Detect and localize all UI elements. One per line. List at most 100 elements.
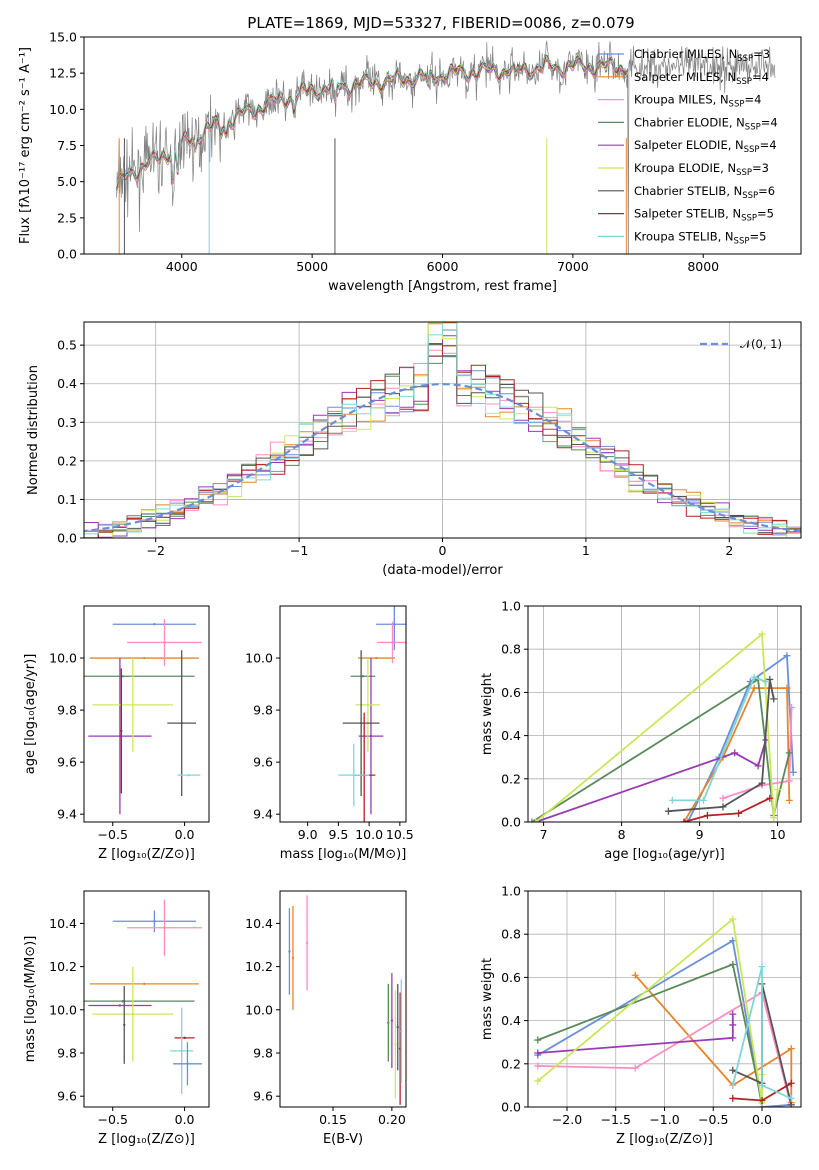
y-axis-label: Normed distribution [26, 365, 41, 495]
y-tick-label: 9.6 [57, 755, 77, 770]
data-point [143, 982, 146, 986]
series-marker [735, 809, 743, 817]
series-marker [758, 963, 766, 971]
data-point [121, 675, 124, 678]
data-point [153, 920, 156, 923]
x-tick-label: 0 [439, 543, 447, 558]
x-axis-label: Z [log₁₀(Z/Z⊙)] [98, 1132, 195, 1147]
axes-frame [279, 605, 407, 823]
series-marker [668, 796, 676, 804]
y-tick-label: 0.0 [57, 531, 77, 546]
data-point [118, 734, 122, 738]
y-tick-label: 9.6 [253, 1089, 273, 1104]
series-marker [762, 678, 770, 686]
x-tick-label: −1.0 [649, 1112, 679, 1127]
data-point [180, 721, 183, 725]
series-marker [532, 818, 540, 822]
y-tick-label: 0.0 [501, 815, 521, 830]
y-tick-label: 9.4 [253, 807, 273, 822]
series-marker [789, 768, 797, 776]
series-marker [758, 1081, 766, 1089]
x-tick-label: 10.0 [355, 827, 383, 842]
axes-frame [279, 890, 407, 1108]
y-tick-label: 10.0 [49, 102, 77, 117]
plot-area [338, 606, 406, 822]
series-marker [787, 1094, 795, 1102]
spectrum-model-line [116, 54, 628, 186]
data-point [369, 734, 373, 738]
series-marker [729, 1010, 737, 1018]
panels: 4000 5000 6000 7000 80000.02.55.07.510.012.5… [18, 30, 802, 1147]
series-marker [680, 818, 688, 822]
series-marker [754, 762, 762, 770]
data-point [305, 941, 309, 945]
data-point [393, 623, 396, 626]
y-tick-label: 0.8 [501, 927, 521, 942]
y-tick-label: 10.0 [245, 1002, 273, 1017]
data-point [143, 656, 146, 660]
x-tick-label: 8000 [687, 259, 719, 274]
y-tick-label: 9.6 [57, 1089, 77, 1104]
data-point [396, 1025, 399, 1029]
data-point [375, 656, 378, 660]
x-axis-label: mass [log₁₀(M/M⊙)] [280, 847, 407, 862]
y-tick-label: 0.2 [501, 1056, 521, 1071]
series-line [672, 676, 767, 802]
data-point [118, 1004, 122, 1007]
legend-entry: Kroupa ELODIE, NSSP=3 [634, 161, 769, 178]
y-tick-label: 0.6 [501, 685, 521, 700]
y-axis-label: mass weight [480, 673, 495, 755]
x-axis-label: age [log₁₀(age/yr)] [604, 847, 725, 862]
y-tick-label: 0.0 [57, 247, 77, 262]
series-marker [774, 786, 782, 794]
y-tick-label: 0.4 [57, 376, 77, 391]
y-tick-label: 9.8 [253, 703, 273, 718]
axes-frame [83, 890, 210, 1108]
y-tick-label: 0.5 [57, 338, 77, 353]
y-tick-label: 15.0 [49, 30, 77, 45]
plot-area [84, 899, 202, 1095]
panel-spectrum: 4000 5000 6000 7000 8000 0.0 2.5 5.0 7.5 10.0 12.5… [18, 30, 802, 294]
axes-frame [527, 605, 802, 823]
series-marker [785, 749, 793, 757]
data-point [123, 1023, 126, 1027]
y-tick-label: 2.5 [57, 210, 77, 225]
y-tick-label: 9.8 [57, 1046, 77, 1061]
x-tick-label: −0.5 [698, 1112, 728, 1127]
series-marker [731, 749, 739, 757]
data-point [131, 1012, 135, 1016]
x-tick-label: 8 [618, 827, 626, 842]
series-marker [770, 814, 778, 822]
x-axis-label: E(B-V) [323, 1132, 363, 1147]
legend-entry: Salpeter STELIB, NSSP=5 [634, 207, 774, 224]
x-tick-label: 0.0 [752, 1112, 772, 1127]
y-axis-label: Flux [fλ10⁻¹⁷ erg cm⁻² s⁻¹ A⁻¹] [18, 47, 33, 244]
series-marker [631, 1064, 639, 1072]
series-marker [729, 915, 737, 923]
x-tick-label: 0.20 [378, 1112, 406, 1127]
legend-entry: Chabrier ELODIE, NSSP=4 [634, 115, 778, 132]
series-marker [534, 1077, 542, 1085]
series-marker [758, 779, 766, 787]
x-tick-label: −2.0 [552, 1112, 582, 1127]
series-marker [528, 818, 536, 822]
series-marker [783, 684, 791, 692]
x-tick-label: 0.15 [319, 1112, 347, 1127]
legend-entry: Salpeter ELODIE, NSSP=4 [634, 138, 777, 155]
x-tick-label: 1 [582, 543, 590, 558]
series-marker [534, 1049, 542, 1057]
y-tick-label: 7.5 [57, 138, 77, 153]
series-marker [750, 673, 758, 681]
x-tick-label: 7000 [557, 259, 589, 274]
x-tick-label: 6000 [427, 259, 459, 274]
y-tick-label: 10.2 [49, 959, 77, 974]
x-tick-label: 5000 [296, 259, 328, 274]
x-tick-label: 7 [540, 827, 548, 842]
series-marker [534, 1062, 542, 1070]
x-axis-label: wavelength [Angstrom, rest frame] [328, 279, 557, 294]
panel-mass-vs-EBV: 0.15 0.20 9.6 9.8 10.0 10.2 10.4 E(B-V) [245, 890, 407, 1147]
data-point [120, 729, 123, 733]
series-marker [534, 1036, 542, 1044]
